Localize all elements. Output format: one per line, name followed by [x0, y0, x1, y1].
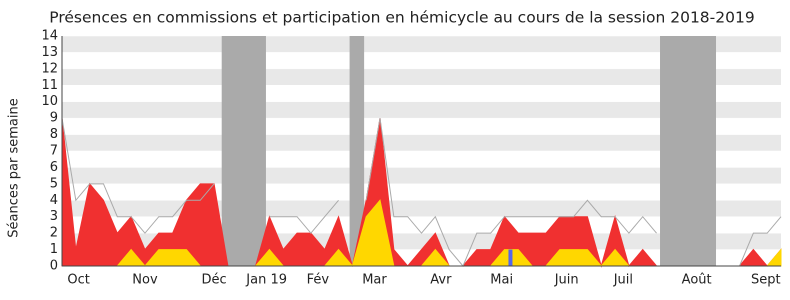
line: [61, 118, 782, 267]
y-tick-label: 1: [50, 242, 58, 257]
y-tick-label: 11: [41, 78, 58, 93]
holiday-band: [221, 36, 266, 266]
y-tick-label: 4: [50, 193, 58, 208]
y-tick-label: 12: [41, 61, 58, 76]
x-tick-label: Juin: [554, 273, 579, 288]
y-tick-label: 13: [41, 45, 58, 60]
x-tick-label: Avr: [430, 273, 452, 288]
y-tick-label: 0: [50, 259, 58, 274]
y-tick-label: 10: [41, 94, 58, 109]
x-tick-label: Mar: [362, 273, 387, 288]
x-tick-label: Sept: [751, 273, 781, 288]
x-tick-label: Déc: [202, 273, 227, 288]
y-tick-label: 7: [50, 144, 58, 159]
x-tick-label: Oct: [67, 273, 89, 288]
y-axis-label: Séances par semaine: [7, 98, 22, 237]
holiday-band: [349, 36, 365, 266]
x-tick-label: Mai: [490, 273, 513, 288]
chart-title: Présences en commissions et participatio…: [49, 9, 754, 27]
y-tick-label: 3: [50, 209, 58, 224]
y-tick-label: 8: [50, 127, 58, 142]
x-tick-label: Fév: [307, 273, 330, 288]
x-tick-label: Nov: [132, 273, 158, 288]
holiday-band: [660, 36, 717, 266]
y-tick-label: 2: [50, 226, 58, 241]
bar: [508, 249, 513, 266]
y-tick-label: 6: [50, 160, 58, 175]
y-tick-label: 14: [41, 29, 58, 44]
y-tick-label: 9: [50, 111, 58, 126]
x-tick-label: Jan 19: [245, 273, 287, 288]
x-tick-label: Juil: [613, 273, 633, 288]
x-tick-label: Août: [682, 273, 712, 288]
y-tick-label: 5: [50, 176, 58, 191]
